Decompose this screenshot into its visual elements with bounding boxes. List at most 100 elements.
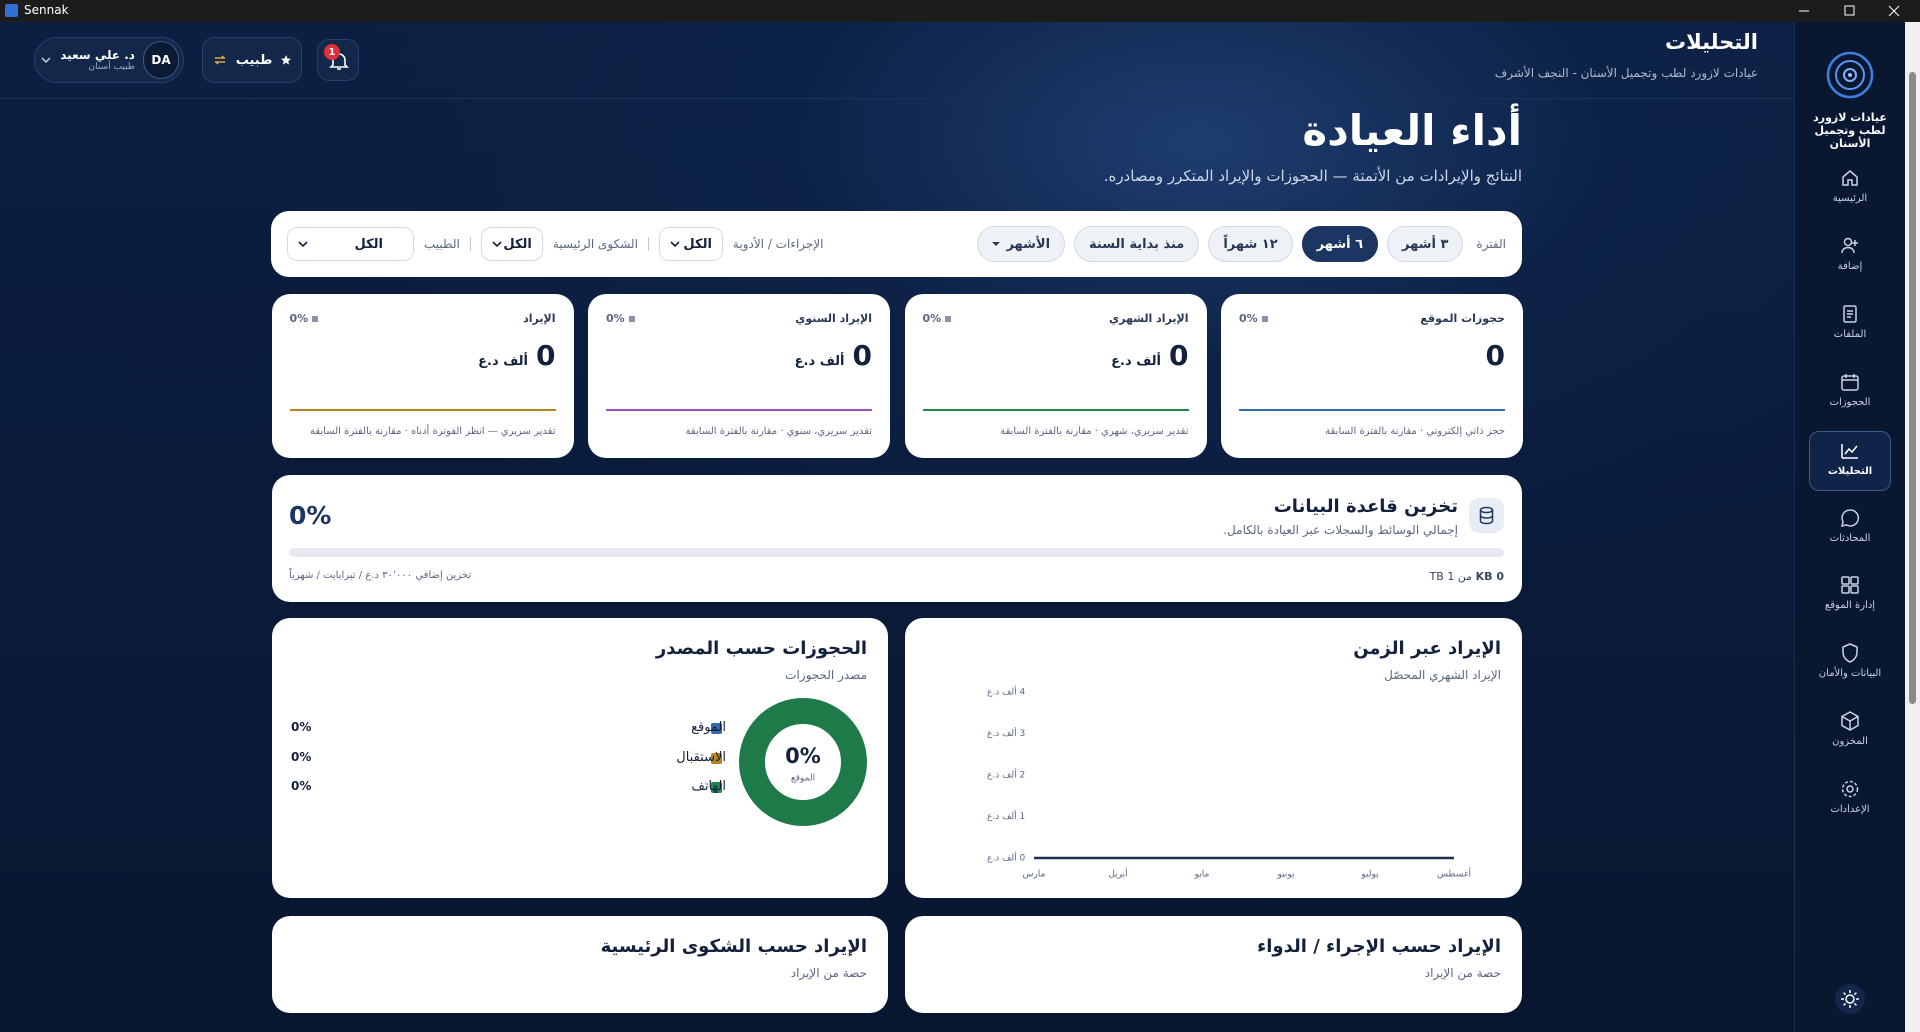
kpi-change-value: 0%	[1239, 312, 1258, 325]
theme-toggle[interactable]	[1835, 984, 1865, 1014]
kpi-value: 0	[1485, 339, 1505, 372]
kpi-unit: ألف د.ع	[478, 354, 529, 369]
nav-item[interactable]: البيانات والأمان	[1809, 634, 1891, 694]
doctor-label: الطبيب	[424, 237, 460, 251]
chart-subtitle: الإيراد الشهري المحصّل	[1384, 668, 1501, 682]
donut-track	[739, 698, 867, 826]
scroll-thumb[interactable]	[1909, 72, 1916, 704]
line-chart: 0 ألف د.ع 1 ألف د.ع 2 ألف د.ع 3 ألف د.ع 4 أل…	[987, 686, 1471, 880]
kpi-change-value: 0%	[606, 312, 625, 325]
storage-track	[289, 548, 1504, 557]
kpi-card: الإيراد السنوي 0% 0 ألف د.ع تقدير سريري، سنو…	[588, 294, 890, 458]
select-filters: الإجراءات / الأدوية الكل الشكوى الرئيسية…	[287, 227, 824, 261]
nav-item[interactable]: الحجوزات	[1809, 363, 1891, 423]
source-chart-card: الحجوزات حسب المصدر مصدر الحجوزات 0% المو…	[272, 618, 888, 898]
kpi-change: 0%	[1239, 312, 1268, 325]
scrollbar[interactable]	[1905, 22, 1920, 1032]
nav-icon	[1810, 440, 1890, 462]
page-title: أداء العيادة	[1302, 106, 1522, 155]
donut-center-label: 0%	[785, 744, 821, 768]
kpi-label: حجوزات الموقع	[1420, 312, 1505, 325]
y-tick-label: 3 ألف د.ع	[987, 727, 1025, 739]
kpi-note: تقدير سريري — انظر الفوترة أدناه · مقارن…	[309, 426, 556, 437]
nav-icon	[1809, 778, 1891, 800]
period-pill[interactable]: ٦ أشهر	[1301, 226, 1379, 262]
nav-item[interactable]: المحادثات	[1809, 499, 1891, 559]
kpi-card: حجوزات الموقع 0% 0 حجز ذاتي إلكتروني · مقار…	[1221, 294, 1523, 458]
card-subtitle: حصة من الإيراد	[790, 966, 867, 980]
nav-icon	[1809, 507, 1891, 529]
user-menu[interactable]: DA د. علي سعيد طبيب أسنان	[34, 37, 184, 83]
kpi-label: الإيراد الشهري	[1109, 312, 1189, 325]
legend-label: الاستقبال	[676, 749, 726, 765]
nav-label: الحجوزات	[1829, 396, 1871, 408]
kpi-note: تقدير سريري، سنوي · مقارنة بالفترة الساب…	[685, 426, 872, 437]
header-subtitle: عيادات لازورد لطب وتجميل الأسنان - النجف…	[1494, 66, 1758, 80]
kpi-card: الإيراد الشهري 0% 0 ألف د.ع تقدير سريري، شهر…	[904, 294, 1207, 458]
kpi-change-icon	[1261, 315, 1268, 322]
nav-item[interactable]: الإعدادات	[1809, 770, 1891, 830]
nav-label: الرئيسية	[1832, 193, 1868, 204]
kpi-sparkline	[1239, 409, 1505, 411]
period-label: الفترة	[1476, 237, 1506, 251]
storage-addon: تخزين إضافي ٣٠٬٠٠٠ د.ع / تيرابايت / شهري…	[289, 570, 472, 581]
period-pill[interactable]: ١٢ شهراً	[1208, 226, 1293, 262]
x-tick-label: يونيو	[1276, 870, 1295, 880]
window-controls[interactable]	[1790, 0, 1920, 22]
notifications-button[interactable]: 1	[317, 39, 359, 81]
dropdown-caret	[992, 240, 1001, 248]
role-label: طبيب	[235, 52, 273, 68]
pie-chart: 0% الموقع	[739, 698, 867, 826]
nav-item[interactable]: إدارة الموقع	[1809, 566, 1891, 626]
y-tick-label: 1 ألف د.ع	[987, 810, 1025, 822]
filter-bar: الفترة ٣ أشهر ٦ أشهر ١٢ شهراً منذ بداية الس…	[271, 211, 1522, 277]
kpi-change-icon	[945, 315, 952, 322]
nav-item[interactable]: إضافة	[1809, 227, 1891, 287]
nav-item[interactable]: الرئيسية	[1809, 159, 1891, 219]
nav-icon	[1809, 167, 1891, 189]
x-tick-label: يوليو	[1360, 870, 1379, 880]
legend-label: الهاتف	[691, 779, 726, 794]
nav-item[interactable]: التحليلات	[1809, 430, 1891, 491]
kpi-unit: ألف د.ع	[794, 354, 845, 369]
doctor-select[interactable]: الكل	[287, 227, 414, 261]
nav-label: التحليلات	[1827, 465, 1873, 477]
legend-value: 0%	[291, 779, 312, 793]
chart-title: الإيراد عبر الزمن	[1353, 638, 1501, 659]
kpi-change-icon	[312, 315, 319, 322]
clinic-name: عيادات لازورد لطب وتجميل الأسنان	[1813, 111, 1887, 150]
nav-item[interactable]: المخزون	[1809, 702, 1891, 762]
separator	[469, 237, 471, 251]
complaint-select[interactable]: الكل	[480, 227, 543, 261]
nav-item[interactable]: الملفات	[1809, 295, 1891, 355]
revenue-chart-card: الإيراد عبر الزمن الإيراد الشهري المحصّل…	[905, 618, 1522, 898]
complaint-revenue-card: الإيراد حسب الشكوى الرئيسية حصة من الإير…	[272, 916, 888, 1013]
period-pill[interactable]: ٣ أشهر	[1387, 226, 1464, 262]
procedure-select[interactable]: الكل	[658, 227, 723, 261]
card-title: الإيراد حسب الشكوى الرئيسية	[600, 936, 867, 957]
y-tick-label: 0 ألف د.ع	[987, 852, 1026, 864]
storage-percent: 0%	[289, 501, 332, 530]
nav-label: الملفات	[1833, 328, 1867, 340]
kpi-unit: ألف د.ع	[1111, 354, 1162, 369]
legend-value: 0%	[291, 749, 312, 764]
period-pill[interactable]: الأشهر	[977, 226, 1066, 262]
kpi-change: 0%	[606, 312, 635, 325]
legend-swatch	[711, 723, 722, 734]
role-switch[interactable]: طبيب	[202, 37, 302, 83]
nav-icon	[1809, 303, 1891, 325]
chart-subtitle: مصدر الحجوزات	[785, 668, 867, 682]
user-name: د. علي سعيد	[60, 48, 135, 62]
header-divider	[0, 98, 1794, 99]
kpi-label: الإيراد	[523, 312, 556, 325]
nav-icon	[1809, 574, 1891, 596]
kpi-head: حجوزات الموقع 0%	[1239, 312, 1505, 325]
kpi-value: 0	[536, 339, 556, 372]
nav-label: المخزون	[1832, 736, 1868, 748]
kpi-sparkline	[289, 409, 556, 411]
notification-badge: 1	[324, 44, 340, 60]
kpi-head: الإيراد الشهري 0%	[923, 312, 1189, 325]
period-pill[interactable]: منذ بداية السنة	[1074, 226, 1200, 262]
header-title: التحليلات	[1665, 30, 1758, 54]
user-role: طبيب أسنان	[88, 62, 135, 72]
